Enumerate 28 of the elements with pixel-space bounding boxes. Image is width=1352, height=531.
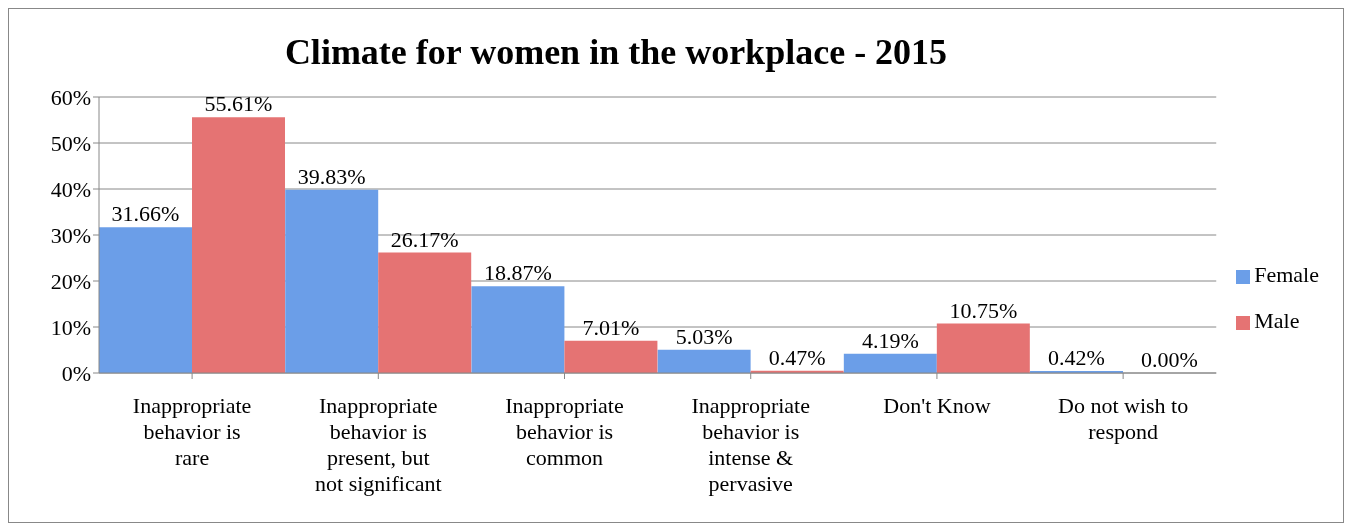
y-tick-label: 50% xyxy=(50,130,91,156)
x-tick-label: Don't Know xyxy=(883,393,991,418)
y-tick-label: 10% xyxy=(50,314,91,340)
x-tick-label: Inappropriate behavior is rare xyxy=(132,393,252,470)
y-tick-label: 40% xyxy=(50,176,91,202)
data-label: 10.75% xyxy=(949,297,1018,323)
data-label: 7.01% xyxy=(582,314,640,340)
chart-title: Climate for women in the workplace - 2015 xyxy=(283,31,949,74)
data-label: 26.17% xyxy=(390,226,459,252)
data-label: 5.03% xyxy=(675,323,733,349)
data-label: 18.87% xyxy=(484,260,552,286)
x-tick-label: Inappropriate behavior is intense & pervasive xyxy=(691,393,810,496)
data-label: 0.42% xyxy=(1048,345,1105,371)
data-label: 31.66% xyxy=(111,201,180,227)
data-label: 55.61% xyxy=(204,91,273,117)
data-label: 39.83% xyxy=(297,163,366,189)
data-label: 0.47% xyxy=(768,344,826,370)
data-label: 0.00% xyxy=(1141,346,1198,372)
legend-label: Female xyxy=(1254,262,1319,287)
y-tick-label: 20% xyxy=(50,268,91,294)
y-tick-label: 0% xyxy=(61,360,91,386)
y-tick-label: 60% xyxy=(50,84,91,110)
legend-label: Male xyxy=(1254,308,1300,333)
x-tick-label: Do not wish to respond xyxy=(1058,393,1189,444)
y-tick-label: 30% xyxy=(50,222,91,248)
x-tick-label: Inappropriate behavior is common xyxy=(505,393,624,470)
data-label: 4.19% xyxy=(861,327,919,353)
x-tick-label: Inappropriate behavior is present, but not significant xyxy=(315,393,442,496)
